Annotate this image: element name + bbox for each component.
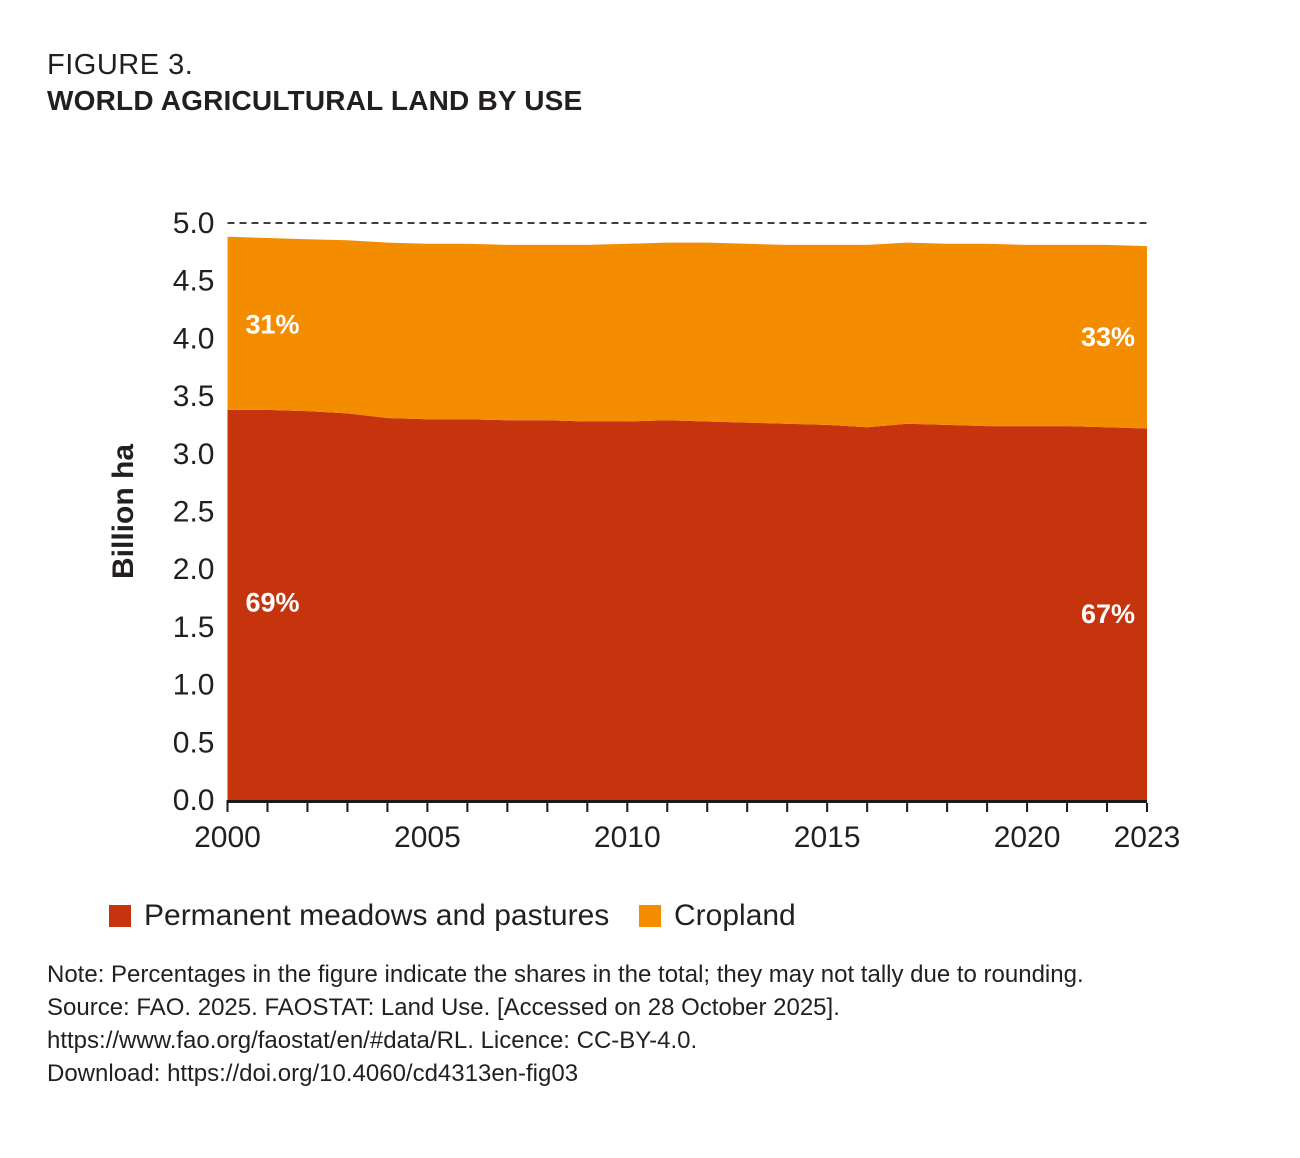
meadows-swatch-icon bbox=[109, 905, 131, 927]
cropland-area bbox=[227, 236, 1147, 429]
y-tick-label: 1.0 bbox=[173, 669, 215, 702]
share-label-31pct: 31% bbox=[245, 309, 299, 339]
page-title: WORLD AGRICULTURAL LAND BY USE bbox=[47, 85, 583, 116]
x-tick-label: 2010 bbox=[594, 821, 661, 854]
figure-notes: Note: Percentages in the figure indicate… bbox=[47, 958, 1084, 1090]
figure-label: FIGURE 3. bbox=[47, 49, 194, 81]
y-tick-label: 1.5 bbox=[173, 611, 215, 644]
x-tick-label: 2005 bbox=[394, 821, 461, 854]
legend-item-cropland: Cropland bbox=[639, 899, 796, 933]
y-tick-label: 0.0 bbox=[173, 784, 215, 817]
y-tick-label: 2.0 bbox=[173, 553, 215, 586]
note-line: Note: Percentages in the figure indicate… bbox=[47, 961, 1084, 988]
stacked-area-chart: 2000 2005 2010 2015 2020 2023 0.0 0.5 1.0 1.5 2.0 2… bbox=[107, 207, 1181, 854]
y-tick-label: 4.0 bbox=[173, 322, 215, 355]
download-line: Download: https://doi.org/10.4060/cd4313… bbox=[47, 1060, 579, 1087]
y-tick-label: 3.0 bbox=[173, 438, 215, 471]
share-label-69pct: 69% bbox=[245, 588, 299, 618]
y-axis-title: Billion ha bbox=[107, 444, 140, 579]
x-tick-label: 2023 bbox=[1114, 821, 1181, 854]
cropland-swatch-icon bbox=[639, 905, 661, 927]
share-label-33pct: 33% bbox=[1081, 322, 1135, 352]
legend-item-meadows: Permanent meadows and pastures bbox=[109, 899, 609, 933]
x-tick-label: 2015 bbox=[794, 821, 861, 854]
x-tick-label: 2000 bbox=[194, 821, 261, 854]
y-tick-label: 0.5 bbox=[173, 726, 215, 759]
share-label-67pct: 67% bbox=[1081, 599, 1135, 629]
figure-header: FIGURE 3. WORLD AGRICULTURAL LAND BY USE bbox=[47, 48, 582, 118]
y-tick-label: 2.5 bbox=[173, 496, 215, 529]
y-tick-label: 4.5 bbox=[173, 265, 215, 298]
x-tick-label: 2020 bbox=[994, 821, 1061, 854]
legend-label-cropland: Cropland bbox=[674, 899, 796, 932]
y-tick-label: 3.5 bbox=[173, 380, 215, 413]
y-tick-label: 5.0 bbox=[173, 207, 215, 240]
meadows-area bbox=[227, 409, 1147, 800]
source-line: Source: FAO. 2025. FAOSTAT: Land Use. [A… bbox=[47, 994, 840, 1021]
legend-label-meadows: Permanent meadows and pastures bbox=[144, 899, 610, 932]
source-url-line: https://www.fao.org/faostat/en/#data/RL.… bbox=[47, 1027, 698, 1054]
